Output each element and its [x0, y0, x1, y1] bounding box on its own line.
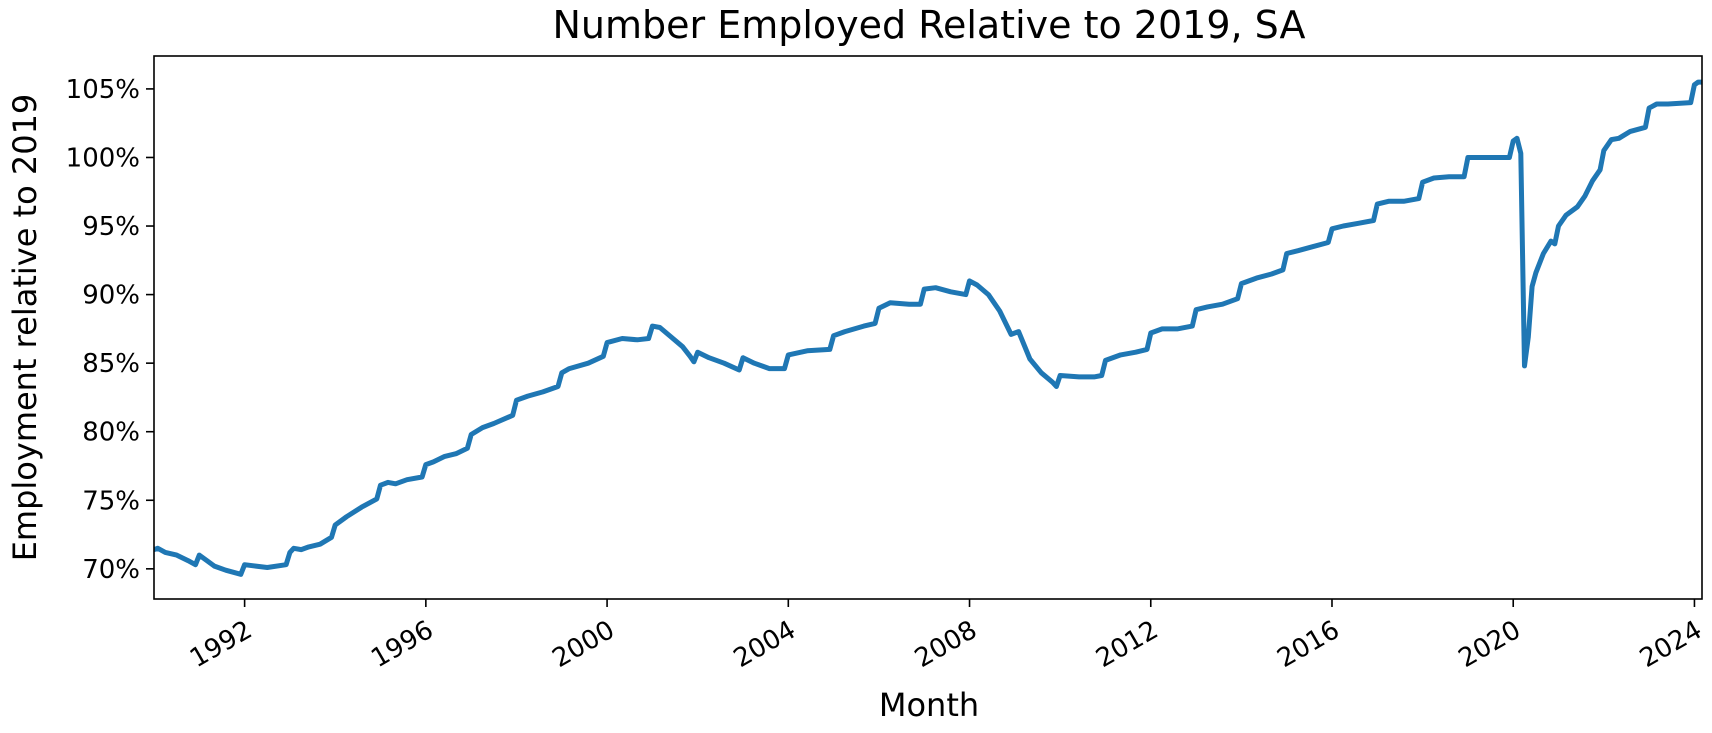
- y-axis: 70% 75% 80% 85% 90% 95% 100% 105%: [66, 75, 154, 585]
- x-axis-title: Month: [879, 686, 979, 724]
- employment-series-line: [154, 79, 1702, 577]
- x-tick-label: 1996: [366, 615, 438, 674]
- y-tick-label: 75%: [82, 486, 140, 516]
- x-tick-label: 2020: [1454, 615, 1526, 674]
- y-axis-title: Employment relative to 2019: [6, 94, 44, 562]
- y-tick-label: 70%: [82, 555, 140, 585]
- x-tick-label: 2000: [547, 615, 619, 674]
- x-tick-label: 2004: [729, 615, 801, 674]
- y-tick-label: 80%: [82, 418, 140, 448]
- y-tick-label: 85%: [82, 349, 140, 379]
- x-tick-label: 2024: [1635, 615, 1707, 674]
- plot-frame: [153, 55, 1703, 600]
- x-tick-label: 1992: [185, 615, 257, 674]
- y-tick-label: 100%: [66, 143, 140, 173]
- y-tick-label: 90%: [82, 281, 140, 311]
- chart-title: Number Employed Relative to 2019, SA: [553, 3, 1306, 47]
- x-tick-label: 2016: [1272, 615, 1344, 674]
- x-tick-label: 2012: [1091, 615, 1163, 674]
- y-tick-label: 95%: [82, 212, 140, 242]
- y-tick-label: 105%: [66, 75, 140, 105]
- x-tick-label: 2008: [910, 615, 982, 674]
- x-axis: 1992 1996 2000 2004 2008 2012 2016 2020 2024: [185, 599, 1707, 674]
